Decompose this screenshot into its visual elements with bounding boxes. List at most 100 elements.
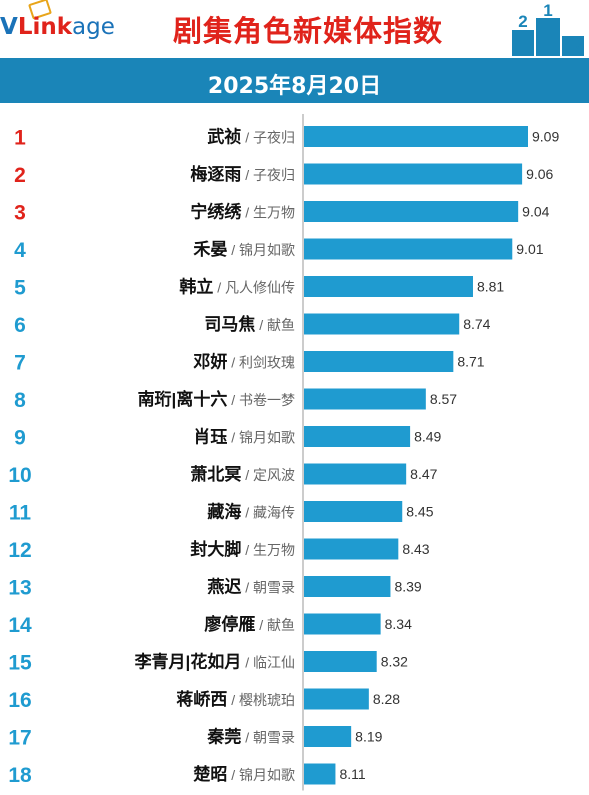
row-label: 秦莞 / 朝雪录 xyxy=(207,727,295,747)
value-label: 8.32 xyxy=(381,654,408,670)
rank-number: 8 xyxy=(14,389,26,412)
separator: / xyxy=(227,430,239,446)
vlinkage-logo: VLinkage xyxy=(0,0,118,56)
character-name: 楚昭 xyxy=(193,764,227,784)
logo-age: age xyxy=(72,14,115,40)
value-label: 8.47 xyxy=(410,466,437,482)
podium-number-2: 2 xyxy=(518,12,527,31)
separator: / xyxy=(227,355,239,371)
value-label: 8.39 xyxy=(394,579,421,595)
rank-number: 11 xyxy=(9,502,32,525)
rank-number: 10 xyxy=(8,464,31,487)
value-label: 9.06 xyxy=(526,166,553,182)
separator: / xyxy=(241,505,253,521)
rank-number: 18 xyxy=(8,764,32,787)
drama-name: 书卷一梦 xyxy=(239,392,295,408)
rank-number: 16 xyxy=(8,689,31,712)
separator: / xyxy=(227,392,239,408)
bar-12 xyxy=(304,538,399,560)
character-name: 南珩|离十六 xyxy=(138,389,228,409)
report-date: 2025年8月20日 xyxy=(207,74,382,99)
value-label: 8.19 xyxy=(355,729,382,745)
value-label: 9.01 xyxy=(516,241,543,257)
drama-name: 生万物 xyxy=(253,205,295,221)
drama-name: 生万物 xyxy=(253,542,295,558)
drama-name: 锦月如歌 xyxy=(239,242,295,258)
bar-6 xyxy=(304,313,460,335)
bar-17 xyxy=(304,726,352,747)
character-name: 司马焦 xyxy=(204,314,255,334)
character-name: 秦莞 xyxy=(207,727,241,747)
separator: / xyxy=(227,692,239,708)
separator: / xyxy=(241,130,253,146)
logo-link: Link xyxy=(17,14,73,40)
row-label: 廖停雁 / 献鱼 xyxy=(204,614,295,634)
bar-8 xyxy=(304,388,426,410)
drama-name: 锦月如歌 xyxy=(239,767,295,783)
header: VLinkage 剧集角色新媒体指数 2 1 3 xyxy=(0,0,589,56)
row-label: 禾晏 / 锦月如歌 xyxy=(193,240,295,259)
rank-number: 7 xyxy=(14,352,26,375)
drama-name: 利剑玫瑰 xyxy=(239,355,295,371)
bar-1 xyxy=(304,126,528,147)
podium-number-3: 3 xyxy=(576,36,585,53)
value-label: 8.28 xyxy=(373,691,400,707)
bar-14 xyxy=(304,613,381,635)
rank-number: 4 xyxy=(14,239,26,262)
drama-name: 临江仙 xyxy=(253,655,295,671)
row-label: 司马焦 / 献鱼 xyxy=(204,314,295,334)
row-label: 楚昭 / 锦月如歌 xyxy=(193,764,295,784)
row-label: 韩立 / 凡人修仙传 xyxy=(179,277,295,297)
value-label: 8.49 xyxy=(414,429,441,445)
bar-7 xyxy=(304,351,454,372)
row-label: 宁绣绣 / 生万物 xyxy=(190,202,295,222)
value-label: 8.11 xyxy=(339,766,365,782)
row-label: 邓妍 / 利剑玫瑰 xyxy=(193,352,295,372)
drama-name: 朝雪录 xyxy=(253,730,295,746)
bar-11 xyxy=(304,501,403,522)
row-label: 肖珏 / 锦月如歌 xyxy=(193,427,295,447)
separator: / xyxy=(213,280,225,296)
drama-name: 子夜归 xyxy=(253,167,295,183)
value-label: 8.43 xyxy=(402,541,429,557)
character-name: 萧北冥 xyxy=(190,465,241,484)
character-name: 梅逐雨 xyxy=(190,164,241,184)
value-label: 9.09 xyxy=(532,129,559,145)
drama-name: 锦月如歌 xyxy=(239,430,295,446)
rank-number: 3 xyxy=(14,202,26,225)
drama-name: 定风波 xyxy=(253,467,295,483)
character-name: 蒋峤西 xyxy=(176,690,227,709)
bar-15 xyxy=(304,651,377,672)
row-label: 燕迟 / 朝雪录 xyxy=(207,577,295,597)
character-name: 封大脚 xyxy=(190,539,241,559)
drama-name: 藏海传 xyxy=(253,505,295,521)
podium-number-1: 1 xyxy=(543,4,552,20)
row-label: 封大脚 / 生万物 xyxy=(190,539,295,559)
bar-13 xyxy=(304,576,391,597)
separator: / xyxy=(241,730,253,746)
separator: / xyxy=(227,242,239,258)
drama-name: 樱桃琥珀 xyxy=(239,692,295,708)
character-name: 肖珏 xyxy=(193,427,227,447)
rank-number: 9 xyxy=(14,427,26,450)
logo-v: V xyxy=(0,14,18,40)
value-label: 8.74 xyxy=(463,316,490,332)
bar-10 xyxy=(304,463,407,485)
bar-16 xyxy=(304,688,369,710)
row-label: 梅逐雨 / 子夜归 xyxy=(190,164,295,184)
bar-4 xyxy=(304,238,513,260)
character-name: 武祯 xyxy=(207,127,241,147)
separator: / xyxy=(241,467,253,483)
drama-name: 朝雪录 xyxy=(253,580,295,596)
row-label: 南珩|离十六 / 书卷一梦 xyxy=(138,389,295,409)
separator: / xyxy=(255,617,267,633)
separator: / xyxy=(255,317,267,333)
rank-number: 5 xyxy=(14,277,26,300)
separator: / xyxy=(241,205,253,221)
character-name: 韩立 xyxy=(179,277,213,297)
separator: / xyxy=(241,655,253,671)
row-label: 萧北冥 / 定风波 xyxy=(190,465,295,484)
rank-number: 15 xyxy=(8,652,32,675)
bar-3 xyxy=(304,201,519,222)
value-label: 9.04 xyxy=(522,204,549,220)
